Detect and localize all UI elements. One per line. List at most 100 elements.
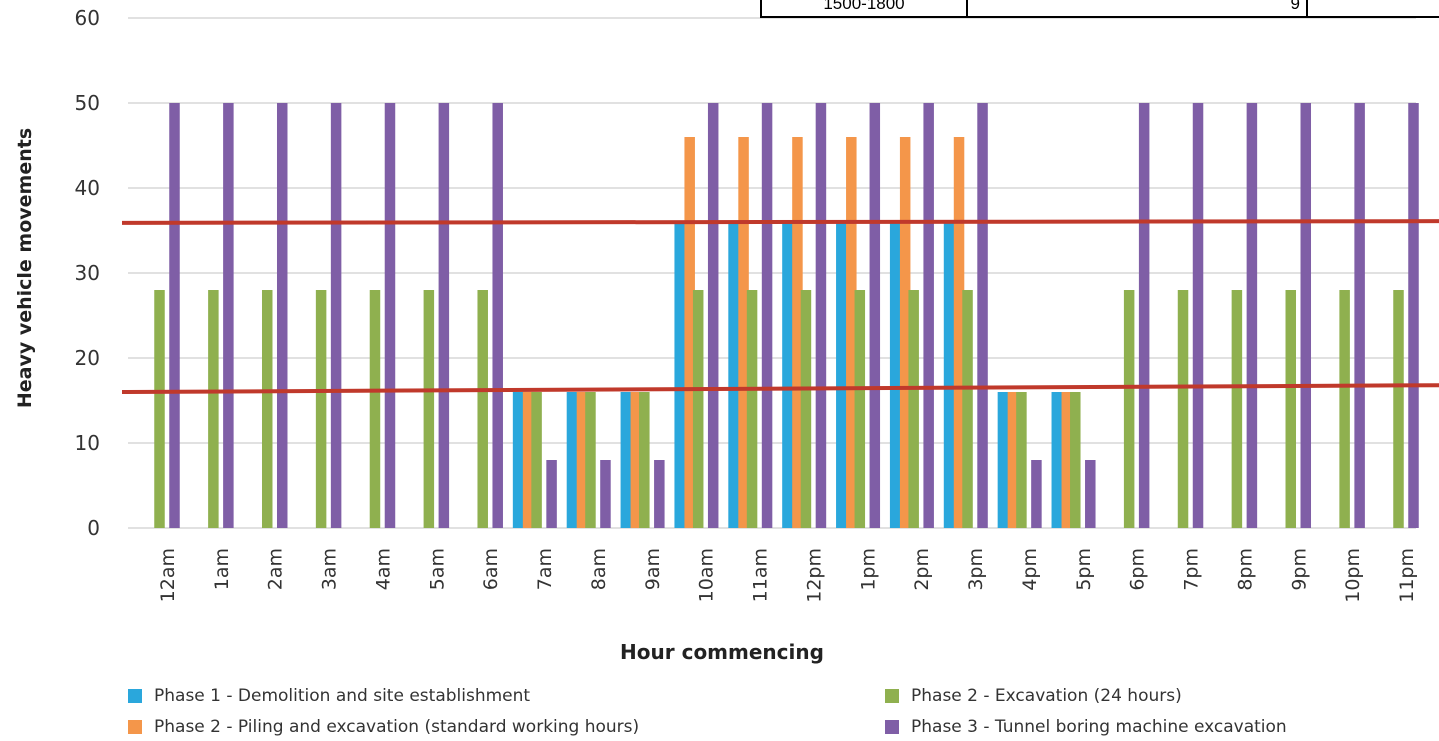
y-tick-label: 50 xyxy=(75,91,100,115)
bar xyxy=(546,460,557,528)
bar xyxy=(1070,392,1081,528)
x-tick-label: 3pm xyxy=(965,548,987,591)
legend-label: Phase 1 - Demolition and site establishm… xyxy=(154,686,531,706)
x-tick-label: 8pm xyxy=(1234,548,1256,591)
table-cell-time: 1500-1800 xyxy=(762,0,968,16)
bar xyxy=(477,290,488,528)
bar xyxy=(639,392,650,528)
bar xyxy=(869,103,881,528)
x-tick-labels: 12am 1am 2am 3am 4am 5am 6am 7am 8am 9am 10am 11am 1… xyxy=(157,548,1418,603)
bar xyxy=(728,222,739,528)
bar xyxy=(1354,103,1365,528)
x-tick-label: 7am xyxy=(534,548,556,590)
bar xyxy=(531,392,542,528)
legend-swatch xyxy=(885,720,899,734)
bar xyxy=(1393,290,1404,528)
bar xyxy=(630,392,642,528)
x-tick-label: 10am xyxy=(696,548,718,602)
bar xyxy=(576,392,588,528)
x-tick-label: 2am xyxy=(265,548,287,590)
bar xyxy=(384,103,396,528)
bar xyxy=(1231,290,1243,528)
x-tick-label: 11am xyxy=(750,548,772,602)
reference-lines xyxy=(121,219,1439,394)
bar xyxy=(1016,392,1027,528)
bar xyxy=(923,103,934,528)
legend-swatch xyxy=(885,689,899,703)
x-tick-label: 5am xyxy=(426,548,448,590)
x-tick-label: 9am xyxy=(642,548,664,590)
legend-swatch xyxy=(128,689,142,703)
bar xyxy=(800,290,812,528)
bar xyxy=(1246,103,1258,528)
bar xyxy=(1051,392,1063,528)
legend-swatch xyxy=(128,720,142,734)
x-tick-label: 1am xyxy=(211,548,233,590)
bar xyxy=(746,290,758,528)
bar xyxy=(997,392,1009,528)
bars xyxy=(154,103,1419,528)
reference-line xyxy=(121,219,1439,225)
bar xyxy=(854,290,866,528)
reference-line xyxy=(121,383,1439,394)
bar xyxy=(782,222,793,528)
bar xyxy=(889,222,901,528)
bar xyxy=(953,137,965,528)
bar xyxy=(654,460,665,528)
bar xyxy=(438,103,450,528)
x-tick-label: 12am xyxy=(157,548,179,602)
bar xyxy=(1031,460,1042,528)
x-tick-label: 3am xyxy=(319,548,341,590)
bar xyxy=(792,137,803,528)
x-tick-label: 10pm xyxy=(1342,548,1364,603)
bar xyxy=(600,460,611,528)
bar xyxy=(169,103,180,528)
x-tick-label: 11pm xyxy=(1396,548,1418,603)
bar xyxy=(1339,290,1350,528)
bar xyxy=(908,290,919,528)
bar xyxy=(1085,460,1096,528)
legend-item-phase2-piling: Phase 2 - Piling and excavation (standar… xyxy=(128,717,639,737)
bar xyxy=(943,222,955,528)
bar xyxy=(1300,103,1312,528)
bar xyxy=(1285,290,1297,528)
y-axis-label: Heavy vehicle movements xyxy=(14,128,36,408)
bar xyxy=(836,222,847,528)
overlay-table: 1500-1800 9 xyxy=(760,0,1439,18)
x-tick-label: 4pm xyxy=(1019,548,1041,591)
bar xyxy=(1192,103,1204,528)
bar xyxy=(522,392,534,528)
y-tick-label: 10 xyxy=(75,431,100,455)
bar xyxy=(899,137,911,528)
bar xyxy=(154,290,165,528)
bar xyxy=(977,103,988,528)
x-tick-label: 5pm xyxy=(1073,548,1095,591)
x-tick-label: 7pm xyxy=(1181,548,1203,591)
bar xyxy=(276,103,288,528)
bar xyxy=(1007,392,1019,528)
legend-item-phase1: Phase 1 - Demolition and site establishm… xyxy=(128,686,530,706)
x-tick-label: 6am xyxy=(480,548,502,590)
y-tick-label: 30 xyxy=(75,261,100,285)
bar xyxy=(620,392,632,528)
legend-label: Phase 3 - Tunnel boring machine excavati… xyxy=(911,717,1287,737)
bar xyxy=(315,290,327,528)
x-tick-label: 1pm xyxy=(857,548,879,591)
x-tick-label: 2pm xyxy=(911,548,933,591)
bar xyxy=(761,103,773,528)
bar xyxy=(684,137,695,528)
bar xyxy=(566,392,578,528)
legend-item-phase2-excavation: Phase 2 - Excavation (24 hours) xyxy=(885,686,1182,706)
bar xyxy=(208,290,219,528)
bar xyxy=(1138,103,1150,528)
bar xyxy=(1408,103,1419,528)
x-tick-label: 8am xyxy=(588,548,610,590)
x-axis-label: Hour commencing xyxy=(620,640,824,664)
bar xyxy=(846,137,857,528)
bar xyxy=(261,290,273,528)
bar xyxy=(707,103,719,528)
legend-item-phase3: Phase 3 - Tunnel boring machine excavati… xyxy=(885,717,1287,737)
bar xyxy=(492,103,503,528)
bar xyxy=(1061,392,1073,528)
